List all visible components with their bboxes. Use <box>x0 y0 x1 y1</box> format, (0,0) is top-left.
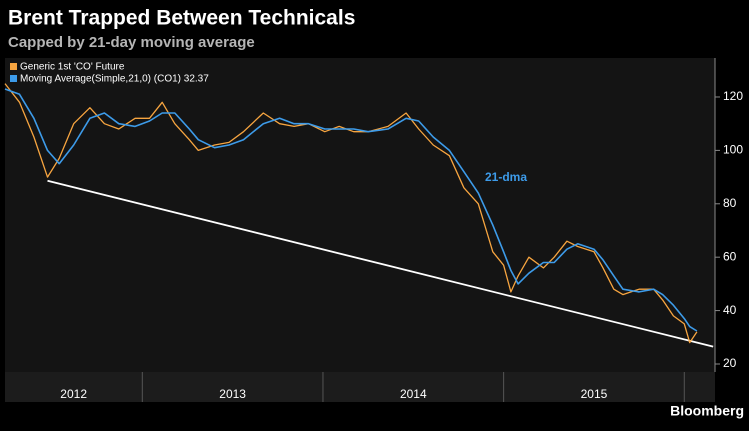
y-tick-label: 100 <box>723 143 743 157</box>
y-tick-label: 20 <box>723 356 737 370</box>
chart-title: Brent Trapped Between Technicals <box>8 7 355 30</box>
legend-label: Generic 1st 'CO' Future <box>20 62 125 73</box>
legend-swatch <box>10 75 17 82</box>
y-tick-label: 120 <box>723 89 743 103</box>
trendline <box>47 179 714 348</box>
series-line <box>4 88 698 332</box>
source: Bloomberg <box>670 403 744 419</box>
legend-label: Moving Average(Simple,21,0) (CO1) 32.37 <box>20 74 209 85</box>
x-axis-band <box>5 372 715 402</box>
annotation: 21-dma <box>485 170 527 184</box>
x-tick-label: 2014 <box>400 387 427 401</box>
legend-swatch <box>10 63 17 70</box>
x-tick-label: 2013 <box>219 387 246 401</box>
x-tick-label: 2012 <box>60 387 87 401</box>
series-line <box>4 83 698 344</box>
y-tick-label: 60 <box>723 249 737 263</box>
x-tick-label: 2015 <box>581 387 608 401</box>
y-tick-label: 40 <box>723 303 737 317</box>
chart-subtitle: Capped by 21-day moving average <box>8 34 255 51</box>
plot-area <box>5 58 715 372</box>
y-tick-label: 80 <box>723 196 737 210</box>
